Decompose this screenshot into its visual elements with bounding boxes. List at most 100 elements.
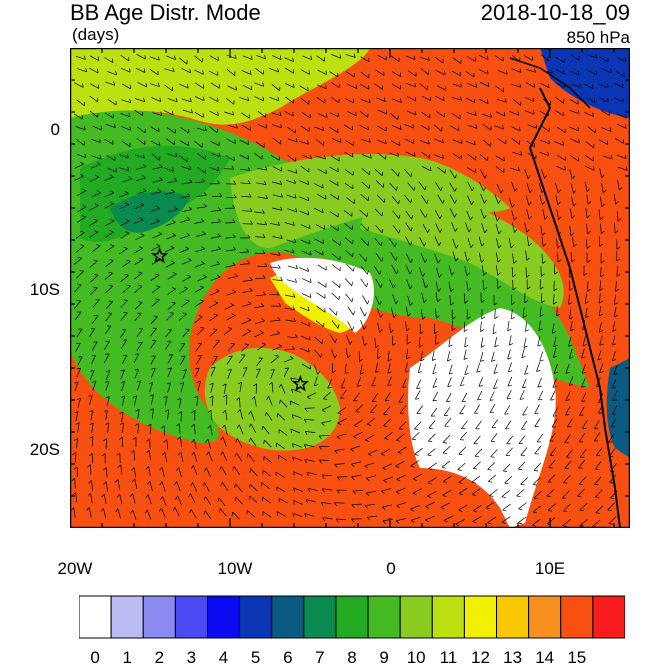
wind-barb-flag [534,471,538,472]
x-tick-label-10e: 10E [520,559,580,579]
wind-barb-flag [231,343,235,344]
wind-barb-flag [98,57,99,61]
wind-barb-flag [169,355,173,356]
wind-barb-flag [474,99,475,103]
colorbar-swatch [336,596,368,638]
colorbar-label: 1 [112,648,142,668]
colorbar-swatch [304,596,336,638]
colorbar-swatch [143,596,175,638]
y-tick-label-20s: 20S [0,440,60,460]
wind-barb [558,252,559,262]
wind-barb-flag [145,55,146,59]
pressure-level-label: 850 hPa [567,28,630,48]
wind-barb-flag [549,84,550,88]
y-tick-label-10s: 10S [0,280,60,300]
wind-barb-flag [595,497,599,498]
colorbar-swatch [368,596,400,638]
wind-barb-flag [188,142,189,146]
colorbar-label: 2 [144,648,174,668]
colorbar-label: 3 [176,648,206,668]
colorbar-label: 11 [433,648,463,668]
x-tick-label-20w: 20W [45,559,105,579]
colorbar-swatch [240,596,272,638]
wind-barb-flag [475,58,476,62]
wind-barb-flag [323,251,324,255]
colorbar-label: 5 [241,648,271,668]
wind-barb-flag [218,98,219,102]
wind-barb-flag [475,169,476,173]
colorbar-swatch [464,596,496,638]
wind-barb-flag [383,184,384,188]
colorbar [79,595,625,639]
wind-barb-flag [185,329,189,330]
wind-barb-flag [181,356,185,357]
colorbar-label: 9 [369,648,399,668]
map-plot-area [70,48,630,528]
wind-barb [239,252,249,253]
wind-barb-flag [339,296,340,300]
colorbar-label: 7 [305,648,335,668]
colorbar-swatch [561,596,593,638]
x-tick-label-10w: 10W [205,559,265,579]
wind-barb-flag [154,316,158,317]
colorbar-label: 10 [401,648,431,668]
colorbar-label: 6 [273,648,303,668]
wind-barb [569,281,570,291]
colorbar-swatch [529,596,561,638]
colorbar-label: 4 [209,648,239,668]
wind-barb-flag [623,139,624,143]
wind-barb-flag [598,413,602,414]
wind-barb-flag [400,85,401,89]
wind-barb-flag [309,71,310,75]
map-title: BB Age Distr. Mode [70,0,261,26]
wind-barb-flag [518,469,522,470]
datetime-label: 2018-10-18_09 [481,0,630,26]
x-tick-label-0: 0 [361,559,421,579]
colorbar-label: 13 [498,648,528,668]
wind-barb-flag [399,142,400,146]
wind-barb-flag [488,70,489,74]
wind-barb-flag [548,482,552,483]
colorbar-swatch [79,596,111,638]
y-tick-label-0: 0 [0,120,60,140]
colorbar-swatch [400,596,432,638]
wind-barb-flag [565,415,569,416]
wind-barb-flag [324,225,325,229]
wind-barb-flag [152,356,156,357]
wind-barb-flag [460,72,461,76]
wind-barb-flag [277,512,278,516]
wind-barb-flag [83,83,84,87]
colorbar-label: 8 [337,648,367,668]
wind-barb [106,439,107,449]
colorbar-swatch [497,596,529,638]
wind-barb-flag [293,112,294,116]
wind-barb-flag [323,240,324,244]
colorbar-swatch [175,596,207,638]
wind-barb [526,268,527,278]
colorbar-label: 15 [562,648,592,668]
colorbar-swatch [111,596,143,638]
wind-barb-flag [382,172,383,176]
wind-barb-flag [580,415,584,416]
units-label: (days) [72,25,119,45]
wind-barb-flag [338,168,339,172]
wind-barb [212,196,222,197]
wind-barb-flag [386,127,387,131]
wind-barb [181,412,182,422]
wind-barb [319,460,329,461]
wind-barb-flag [535,413,539,414]
wind-barb [226,395,227,405]
wind-barb-flag [98,85,99,89]
wind-barb [337,477,347,478]
wind-barb [224,169,234,170]
colorbar-swatch [432,596,464,638]
wind-barb [225,223,235,224]
wind-barb-flag [433,400,437,401]
colorbar-swatch [593,596,625,638]
colorbar-swatch [207,596,239,638]
wind-barb-flag [279,498,280,502]
colorbar-label: 0 [80,648,110,668]
wind-barb [601,267,602,277]
wind-barb-flag [415,399,419,400]
colorbar-swatch [272,596,304,638]
